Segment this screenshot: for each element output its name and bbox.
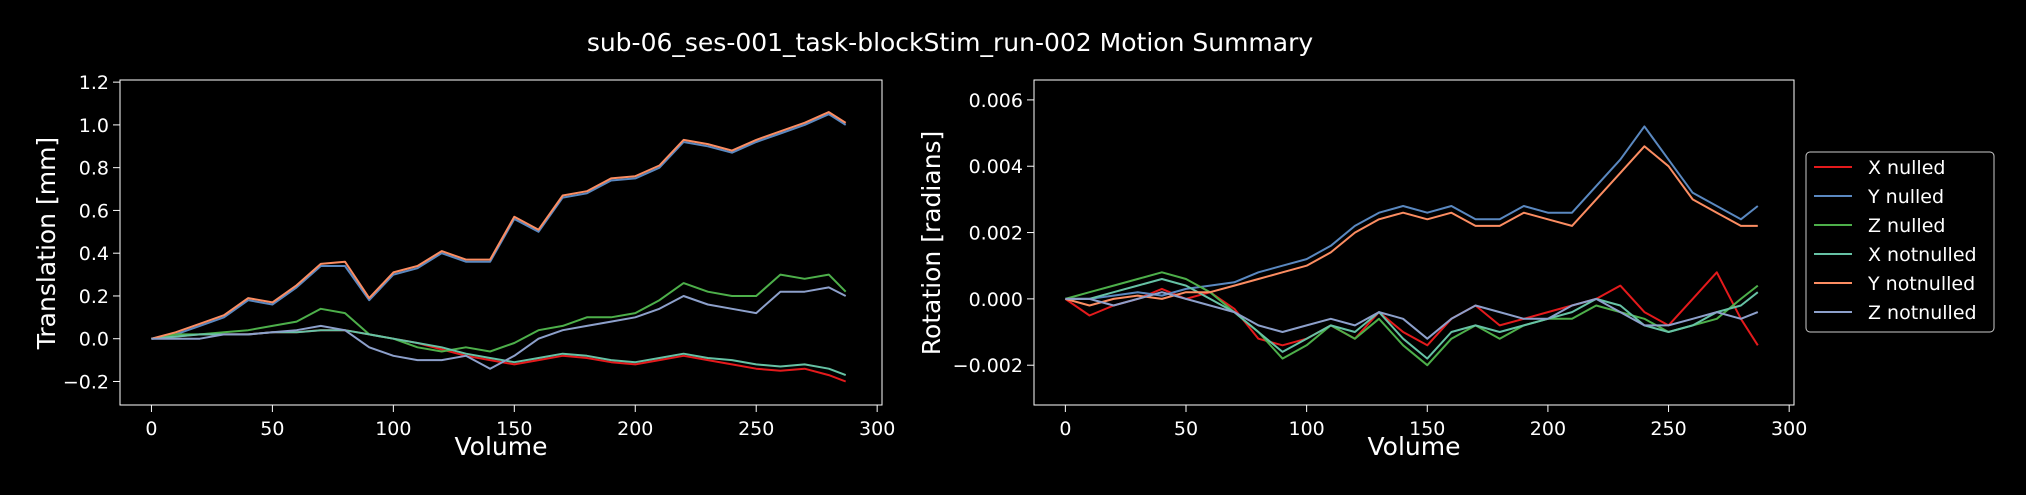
- translation-series-y-nulled: [151, 113, 847, 340]
- translation-y-tick-label: 0.4: [79, 243, 109, 265]
- legend-label-z-nulled: Z nulled: [1868, 215, 1945, 237]
- rotation-y-tick-label: 0.002: [969, 223, 1023, 245]
- translation-x-axis-label: Volume: [455, 432, 548, 461]
- rotation-series-x-notnulled: [1065, 278, 1759, 360]
- rotation-panel: 0 50 100 150 200 250 300 −0.002 0.000 0.002 0.004…: [917, 79, 1807, 461]
- rotation-x-axis-label: Volume: [1368, 432, 1461, 461]
- rotation-y-tick-label: 0.004: [969, 156, 1023, 178]
- legend-label-y-nulled: Y nulled: [1867, 186, 1944, 208]
- rotation-series-y-nulled: [1065, 125, 1759, 300]
- rotation-series-z-notnulled: [1065, 291, 1759, 340]
- rotation-x-tick-label: 250: [1650, 418, 1686, 440]
- translation-y-tick-label: 0.8: [79, 158, 109, 180]
- translation-x-tick-label: 300: [859, 418, 895, 440]
- translation-series-x-notnulled: [151, 329, 847, 377]
- translation-x-tick-label: 200: [617, 418, 653, 440]
- translation-series-z-notnulled: [151, 286, 847, 370]
- translation-y-tick-label: 1.2: [79, 72, 109, 94]
- rotation-series-y-notnulled: [1065, 145, 1758, 307]
- translation-series-y-notnulled: [151, 111, 847, 340]
- translation-panel: 0 50 100 150 200 250 300 −0.2 0.0 0.2 0.4 0.6 0.8 1.…: [32, 72, 895, 461]
- rotation-x-tick-label: 0: [1059, 418, 1071, 440]
- rotation-series-z-nulled: [1065, 271, 1759, 367]
- translation-y-tick-label: 0.2: [79, 286, 109, 308]
- legend-frame: [1805, 151, 1995, 333]
- translation-y-tick-label: 1.0: [79, 115, 109, 137]
- translation-y-tick-label: −0.2: [63, 371, 109, 393]
- rotation-x-tick-label: 50: [1174, 418, 1198, 440]
- rotation-y-tick-label: −0.002: [953, 355, 1023, 377]
- rotation-axes-frame: [1033, 79, 1795, 406]
- chart-title: sub-06_ses-001_task-blockStim_run-002 Mo…: [586, 28, 1314, 57]
- translation-x-tick-label: 0: [145, 418, 157, 440]
- translation-x-tick-label: 50: [260, 418, 284, 440]
- translation-series-z-nulled: [151, 273, 847, 353]
- rotation-x-tick-label: 200: [1530, 418, 1566, 440]
- rotation-x-tick-label: 150: [1409, 418, 1445, 440]
- translation-series-x-nulled: [151, 329, 847, 383]
- rotation-x-tick-label: 300: [1771, 418, 1807, 440]
- translation-x-tick-label: 150: [496, 418, 532, 440]
- legend-label-x-notnulled: X notnulled: [1868, 244, 1977, 266]
- legend-label-y-notnulled: Y notnulled: [1867, 273, 1975, 295]
- rotation-y-axis-label: Rotation [radians]: [917, 131, 946, 356]
- rotation-x-tick-label: 100: [1289, 418, 1325, 440]
- rotation-y-tick-label: 0.006: [969, 90, 1023, 112]
- translation-x-tick-label: 100: [375, 418, 411, 440]
- rotation-series-x-nulled: [1064, 271, 1759, 347]
- translation-y-tick-label: 0.6: [79, 200, 109, 222]
- legend-label-z-notnulled: Z notnulled: [1868, 302, 1977, 324]
- translation-axes-frame: [119, 79, 883, 406]
- translation-y-axis-label: Translation [mm]: [32, 137, 61, 350]
- translation-y-tick-label: 0.0: [79, 329, 109, 351]
- rotation-y-tick-label: 0.000: [969, 289, 1023, 311]
- translation-x-tick-label: 250: [738, 418, 774, 440]
- legend-label-x-nulled: X nulled: [1868, 157, 1945, 179]
- legend: X nulled Y nulled Z nulled X notnulled Y not…: [1805, 151, 1995, 333]
